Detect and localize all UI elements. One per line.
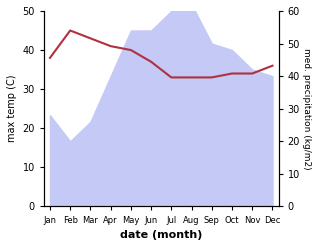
Y-axis label: max temp (C): max temp (C) <box>7 75 17 143</box>
X-axis label: date (month): date (month) <box>120 230 203 240</box>
Y-axis label: med. precipitation (kg/m2): med. precipitation (kg/m2) <box>302 48 311 169</box>
